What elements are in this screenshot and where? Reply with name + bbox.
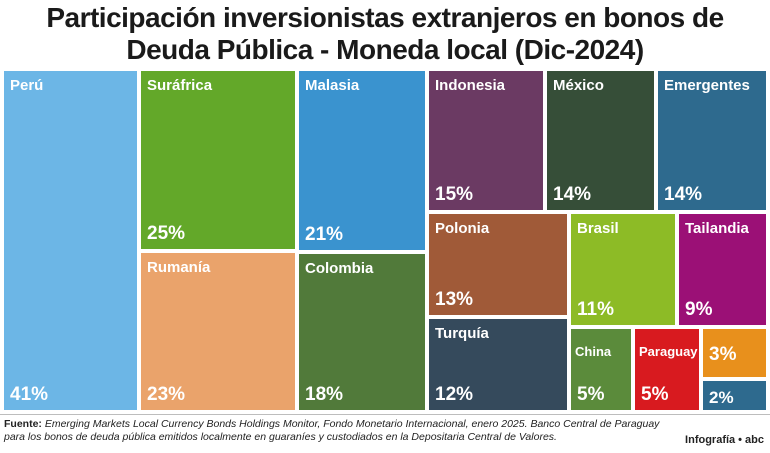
treemap-tile-rumania: Rumanía 23% bbox=[139, 251, 297, 412]
chart-title: Participación inversionistas extranjeros… bbox=[0, 2, 770, 66]
treemap-tile-indonesia: Indonesia 15% bbox=[427, 69, 545, 212]
treemap-tile-mexico: México 14% bbox=[545, 69, 656, 212]
tile-value: 2% bbox=[709, 388, 734, 407]
treemap-tile-peru: Perú 41% bbox=[2, 69, 139, 412]
tile-label: Emergentes bbox=[664, 77, 750, 94]
tile-label: Tailandia bbox=[685, 220, 749, 237]
treemap-tile-polonia: Polonia 13% bbox=[427, 212, 569, 317]
tile-label: México bbox=[553, 77, 604, 94]
credit-bullet-icon: • bbox=[738, 434, 743, 446]
treemap-tile-malasia: Malasia 21% bbox=[297, 69, 427, 252]
tile-label: Colombia bbox=[305, 260, 374, 277]
tile-value: 21% bbox=[305, 224, 344, 245]
tile-value: 14% bbox=[553, 184, 592, 205]
treemap-tile-china: China 5% bbox=[569, 327, 633, 412]
footer-divider bbox=[0, 414, 770, 415]
tile-value: 18% bbox=[305, 384, 344, 405]
tile-label: Rumanía bbox=[147, 259, 211, 276]
tile-label: Suráfrica bbox=[147, 77, 213, 94]
tile-value: 9% bbox=[685, 299, 713, 320]
credit-label: Infografía bbox=[685, 434, 736, 446]
treemap-tile-3pct: 3% bbox=[701, 327, 768, 379]
tile-value: 12% bbox=[435, 384, 474, 405]
treemap-tile-brasil: Brasil 11% bbox=[569, 212, 677, 327]
tile-value: 5% bbox=[577, 384, 605, 405]
treemap-tile-turquia: Turquía 12% bbox=[427, 317, 569, 412]
tile-value: 41% bbox=[10, 384, 49, 405]
treemap-tile-paraguay: Paraguay 5% bbox=[633, 327, 701, 412]
tile-label: Malasia bbox=[305, 77, 360, 94]
treemap-tile-colombia: Colombia 18% bbox=[297, 252, 427, 412]
tile-value: 14% bbox=[664, 184, 703, 205]
tile-value: 3% bbox=[709, 344, 737, 365]
credit: Infografía • abc bbox=[685, 434, 764, 446]
brand-logo: abc bbox=[745, 434, 764, 446]
tile-value: 23% bbox=[147, 384, 186, 405]
source-note: Fuente: Emerging Markets Local Currency … bbox=[4, 418, 664, 444]
treemap-tile-surafrica: Suráfrica 25% bbox=[139, 69, 297, 251]
treemap-tile-emergentes: Emergentes 14% bbox=[656, 69, 768, 212]
chart-title-line-1: Participación inversionistas extranjeros… bbox=[46, 2, 724, 33]
treemap-tile-2pct: 2% bbox=[701, 379, 768, 412]
tile-label: Turquía bbox=[435, 325, 489, 342]
treemap-tile-tailandia: Tailandia 9% bbox=[677, 212, 768, 327]
tile-label: Paraguay bbox=[639, 344, 698, 359]
source-text: Emerging Markets Local Currency Bonds Ho… bbox=[4, 418, 660, 443]
tile-label: Brasil bbox=[577, 220, 619, 237]
tile-label: Polonia bbox=[435, 220, 490, 237]
source-label: Fuente: bbox=[4, 418, 42, 430]
tile-label: Indonesia bbox=[435, 77, 506, 94]
tile-label: Perú bbox=[10, 77, 44, 94]
tile-value: 25% bbox=[147, 223, 186, 244]
tile-label: China bbox=[575, 344, 612, 359]
tile-value: 15% bbox=[435, 184, 474, 205]
tile-value: 5% bbox=[641, 384, 669, 405]
tile-value: 13% bbox=[435, 289, 474, 310]
tile-value: 11% bbox=[577, 299, 614, 320]
chart-title-line-2: Deuda Pública - Moneda local (Dic-2024) bbox=[126, 34, 644, 65]
